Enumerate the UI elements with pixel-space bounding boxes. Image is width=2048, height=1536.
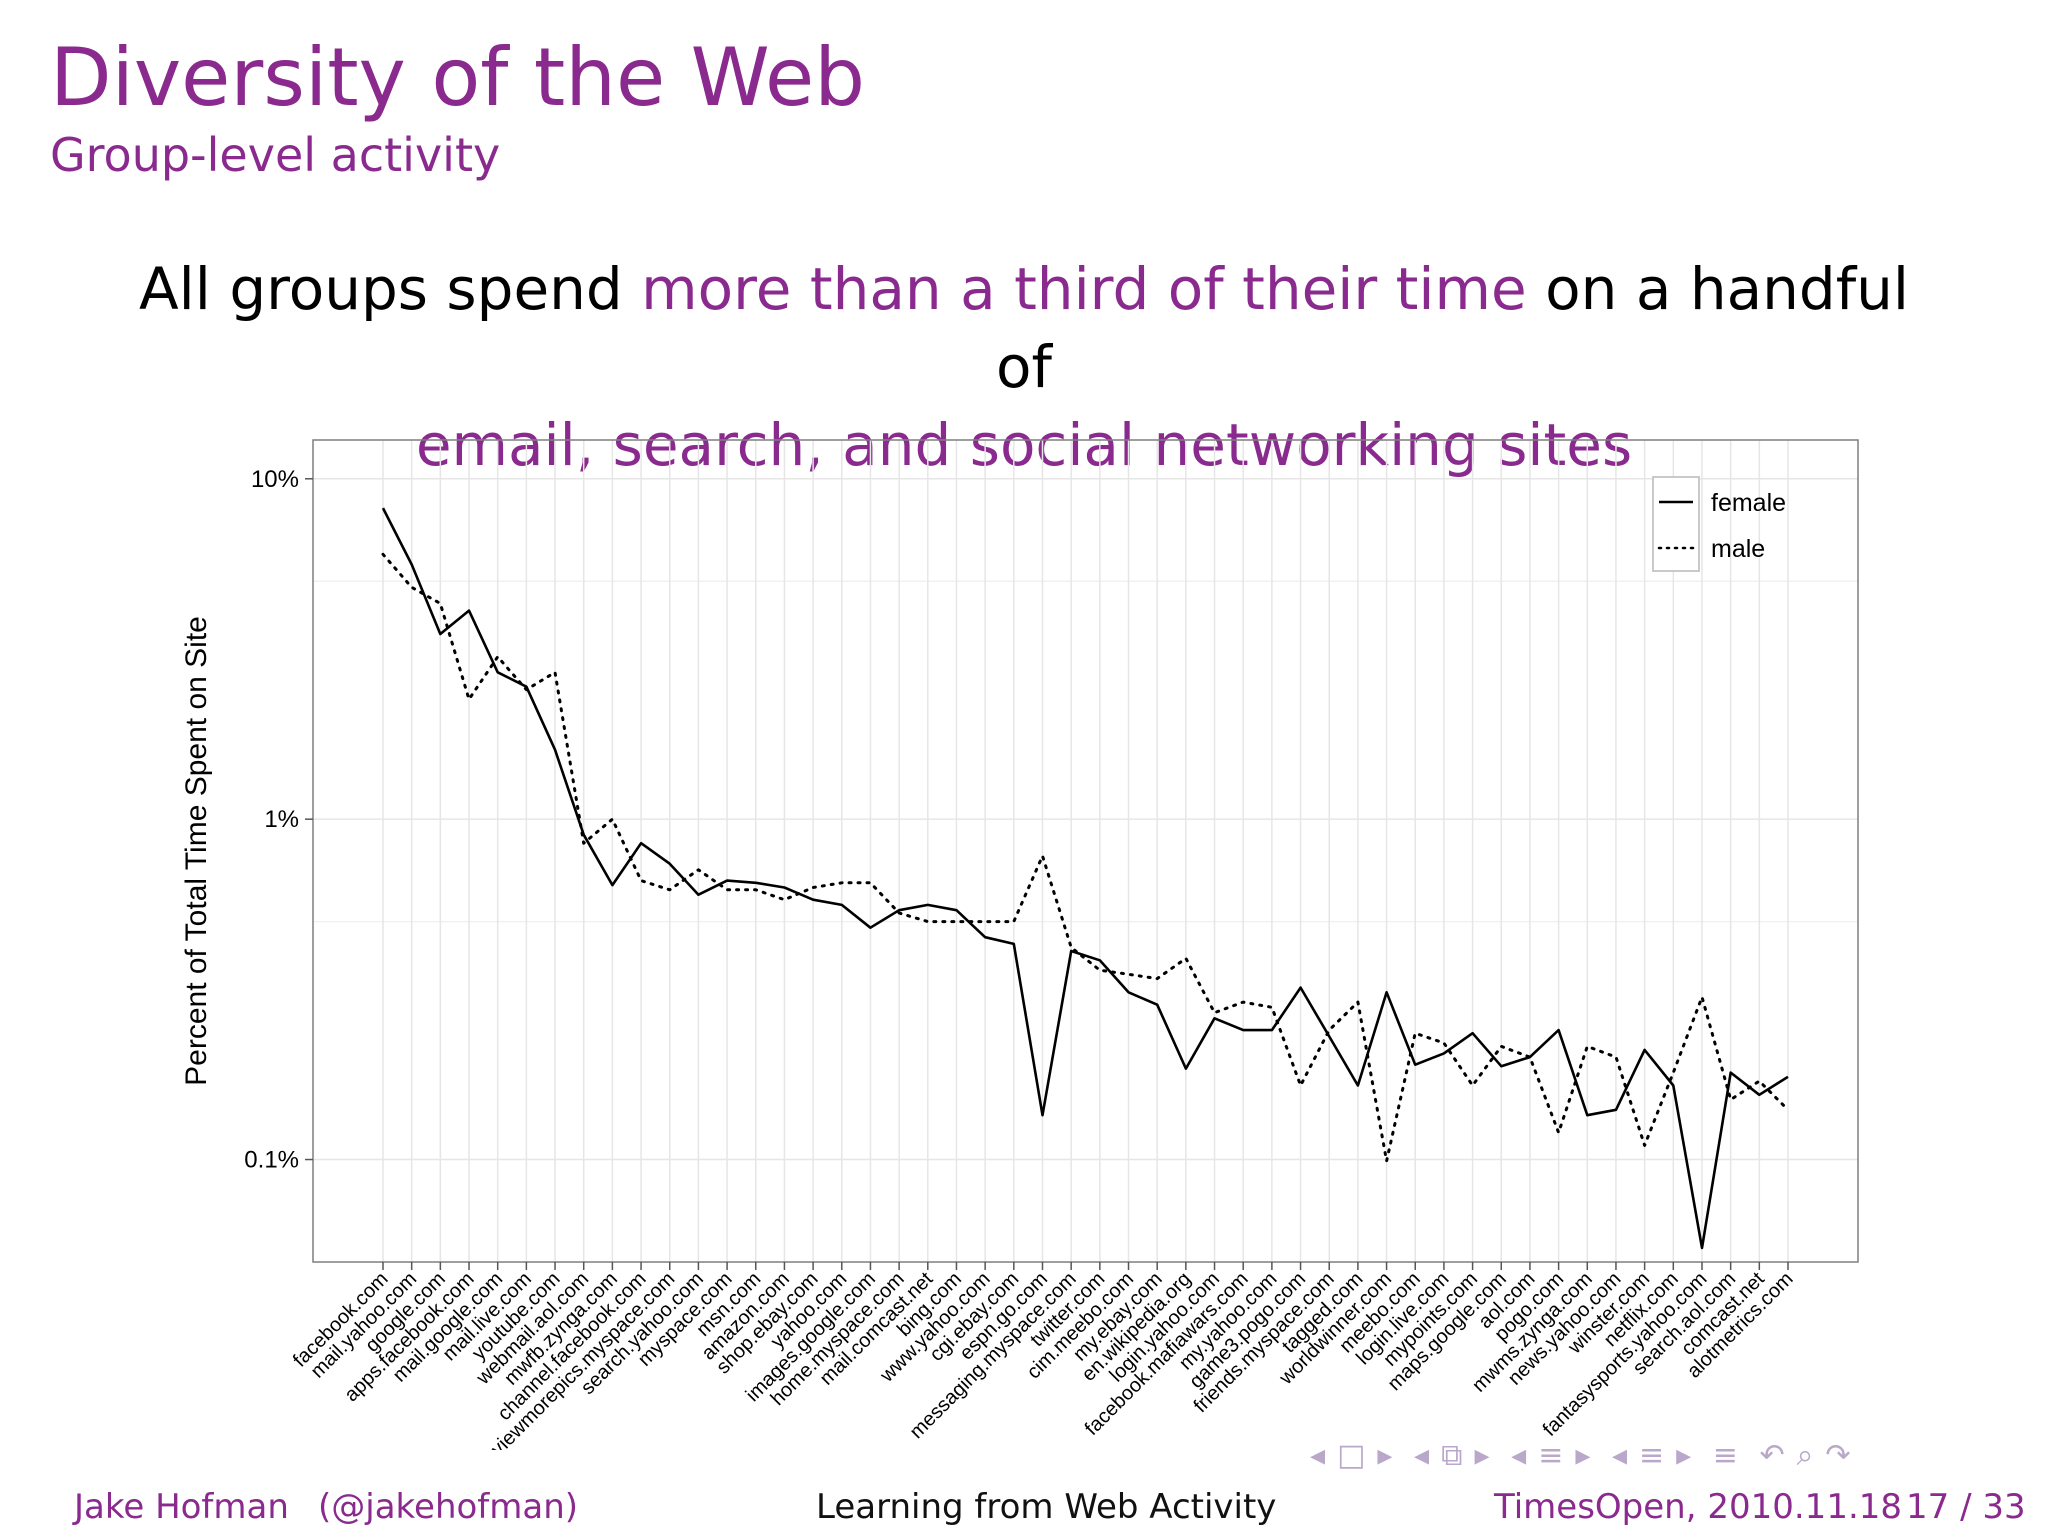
legend-label-female: female bbox=[1711, 489, 1786, 517]
nav-right-arrow-icon[interactable]: ▸ bbox=[1575, 1438, 1591, 1473]
headline-highlight: email, search, and social networking sit… bbox=[415, 411, 1633, 479]
footer-event-date: TimesOpen, 2010.11.18 bbox=[1494, 1487, 1903, 1527]
series-lines bbox=[381, 507, 1790, 1250]
series-line-male bbox=[381, 552, 1790, 1163]
align-icon[interactable]: ≡ bbox=[1712, 1438, 1738, 1473]
nav-right-arrow-icon[interactable]: ▸ bbox=[1676, 1438, 1692, 1473]
chart: 10% 1% 0.1% facebook.commail.yahoo.comgoog… bbox=[180, 439, 1859, 1450]
legend-label-male: male bbox=[1711, 535, 1765, 563]
headline-part: on a handful of bbox=[996, 255, 1910, 401]
section-icon[interactable]: ≡ bbox=[1639, 1438, 1665, 1473]
y-tick-label: 0.1% bbox=[244, 1147, 299, 1174]
plot-frame bbox=[312, 439, 1859, 1263]
slide-title: Diversity of the Web bbox=[50, 31, 865, 124]
footer-page-number: 17 / 33 bbox=[1906, 1487, 2026, 1527]
frames-icon[interactable]: ⧉ bbox=[1441, 1438, 1463, 1473]
slide-headline: All groups spend more than a third of th… bbox=[120, 250, 1928, 484]
nav-left-arrow-icon[interactable]: ◂ bbox=[1511, 1438, 1527, 1473]
x-axis: facebook.commail.yahoo.comgoogle.comapps… bbox=[289, 1262, 1798, 1450]
slide-subtitle: Group-level activity bbox=[50, 128, 501, 182]
legend-key-box bbox=[1652, 476, 1700, 572]
footer-author: Jake Hofman bbox=[74, 1487, 289, 1527]
y-tick-label: 10% bbox=[251, 466, 299, 493]
headline-highlight: more than a third of their time bbox=[641, 255, 1527, 323]
grid-minor bbox=[313, 580, 1858, 923]
legend: female male bbox=[1652, 476, 1786, 572]
headline-part: All groups spend bbox=[138, 255, 642, 323]
footer-handle: (@jakehofman) bbox=[318, 1487, 579, 1527]
footer-talk-title: Learning from Web Activity bbox=[816, 1487, 1277, 1527]
beamer-navigation[interactable]: ◂ □ ▸ ◂ ⧉ ▸ ◂ ≡ ▸ ◂ ≡ ▸ ≡ ↶ ⌕ ↷ bbox=[1310, 1438, 1863, 1473]
redo-icon[interactable]: ↷ bbox=[1825, 1438, 1851, 1473]
subsection-icon[interactable]: ≡ bbox=[1538, 1438, 1564, 1473]
nav-left-arrow-icon[interactable]: ◂ bbox=[1414, 1438, 1430, 1473]
search-icon[interactable]: ⌕ bbox=[1796, 1438, 1814, 1473]
nav-right-arrow-icon[interactable]: ▸ bbox=[1474, 1438, 1490, 1473]
y-tick-label: 1% bbox=[264, 806, 299, 833]
grid-major bbox=[313, 440, 1858, 1262]
nav-right-arrow-icon[interactable]: ▸ bbox=[1377, 1438, 1393, 1473]
y-axis-label: Percent of Total Time Spent on Site bbox=[180, 616, 213, 1086]
y-axis: 10% 1% 0.1% bbox=[244, 466, 313, 1174]
frame-icon[interactable]: □ bbox=[1337, 1438, 1366, 1473]
nav-left-arrow-icon[interactable]: ◂ bbox=[1310, 1438, 1326, 1473]
nav-left-arrow-icon[interactable]: ◂ bbox=[1611, 1438, 1627, 1473]
series-line-female bbox=[381, 507, 1789, 1250]
undo-icon[interactable]: ↶ bbox=[1759, 1438, 1785, 1473]
